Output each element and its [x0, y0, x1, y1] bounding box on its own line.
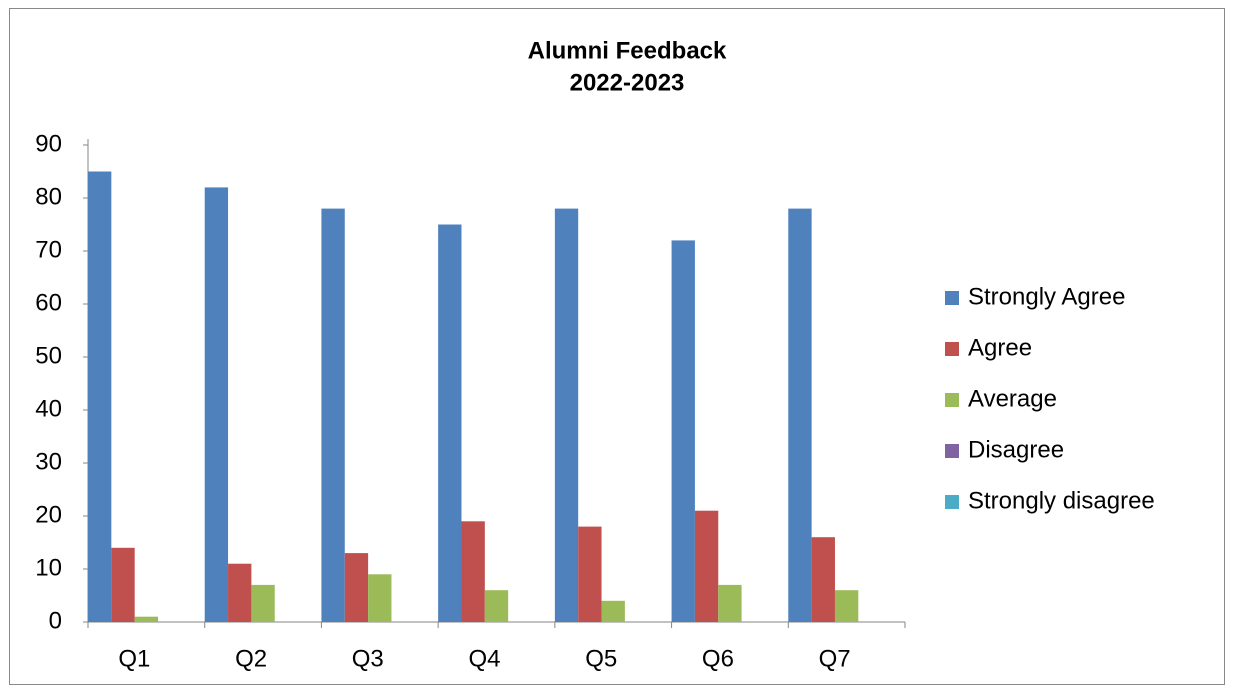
- y-tick-label: 50: [35, 342, 62, 369]
- bar: [578, 526, 602, 622]
- x-tick-label: Q5: [585, 645, 617, 672]
- legend-swatch: [945, 495, 959, 509]
- legend-label: Strongly disagree: [968, 487, 1155, 514]
- y-tick-label: 0: [49, 607, 62, 634]
- legend-label: Average: [968, 385, 1057, 412]
- legend-label: Disagree: [968, 436, 1064, 463]
- bar: [251, 584, 275, 622]
- y-tick-label: 40: [35, 395, 62, 422]
- bar: [834, 590, 859, 622]
- x-tick-label: Q4: [468, 645, 500, 672]
- bar: [461, 521, 485, 622]
- bar: [368, 574, 392, 622]
- y-tick-label: 90: [35, 130, 62, 157]
- y-tick-label: 80: [35, 183, 62, 210]
- y-tick-label: 60: [35, 289, 62, 316]
- x-tick-label: Q6: [702, 645, 734, 672]
- y-tick-label: 30: [35, 448, 62, 475]
- bar: [88, 171, 112, 622]
- legend-swatch: [945, 393, 959, 407]
- legend-swatch: [945, 342, 959, 356]
- y-tick-label: 10: [35, 554, 62, 581]
- legend-label: Strongly Agree: [968, 283, 1125, 310]
- bar: [111, 547, 135, 622]
- bar: [811, 537, 835, 622]
- legend-label: Agree: [968, 334, 1032, 361]
- y-tick-label: 20: [35, 501, 62, 528]
- chart-title: Alumni Feedback: [528, 37, 727, 64]
- bar: [204, 187, 229, 622]
- bar: [438, 224, 462, 622]
- bar: [484, 590, 509, 622]
- x-tick-label: Q2: [235, 645, 267, 672]
- bar: [718, 584, 742, 622]
- bar: [554, 208, 579, 622]
- bar: [788, 208, 812, 622]
- x-tick-label: Q7: [819, 645, 851, 672]
- bar: [344, 553, 369, 622]
- legend-swatch: [945, 291, 959, 305]
- chart-subtitle: 2022-2023: [570, 69, 685, 96]
- bar: [601, 600, 625, 622]
- bar: [321, 208, 345, 622]
- chart-frame: [9, 8, 1225, 685]
- bar: [228, 563, 252, 622]
- bar: [671, 240, 695, 622]
- x-tick-label: Q1: [118, 645, 150, 672]
- bar: [694, 510, 719, 622]
- bar: [134, 616, 159, 622]
- legend-swatch: [945, 444, 959, 458]
- y-tick-label: 70: [35, 236, 62, 263]
- x-tick-label: Q3: [352, 645, 384, 672]
